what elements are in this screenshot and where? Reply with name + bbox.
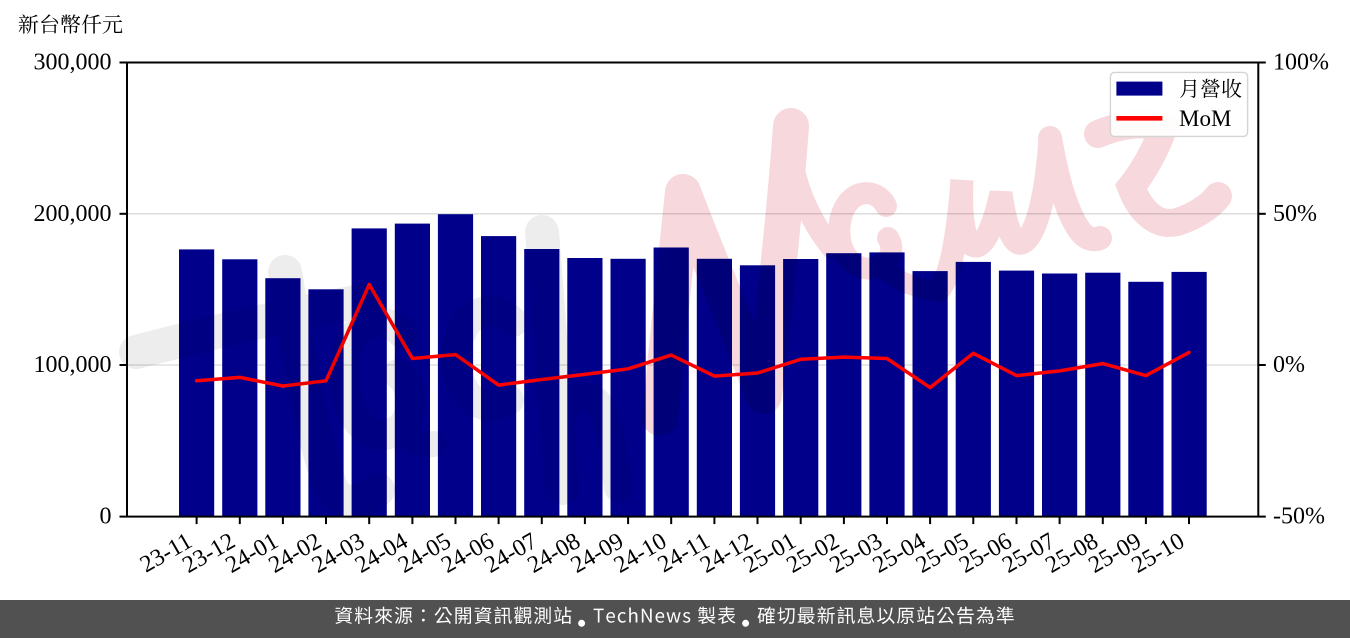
svg-text:0%: 0% [1273,352,1305,378]
svg-text:100,000: 100,000 [34,352,112,378]
svg-text:MoM: MoM [1179,106,1231,131]
svg-text:0: 0 [100,504,112,530]
svg-text:100%: 100% [1273,50,1329,76]
svg-text:-50%: -50% [1273,504,1325,530]
svg-text:300,000: 300,000 [34,50,112,76]
svg-text:200,000: 200,000 [34,201,112,227]
svg-text:50%: 50% [1273,201,1317,227]
